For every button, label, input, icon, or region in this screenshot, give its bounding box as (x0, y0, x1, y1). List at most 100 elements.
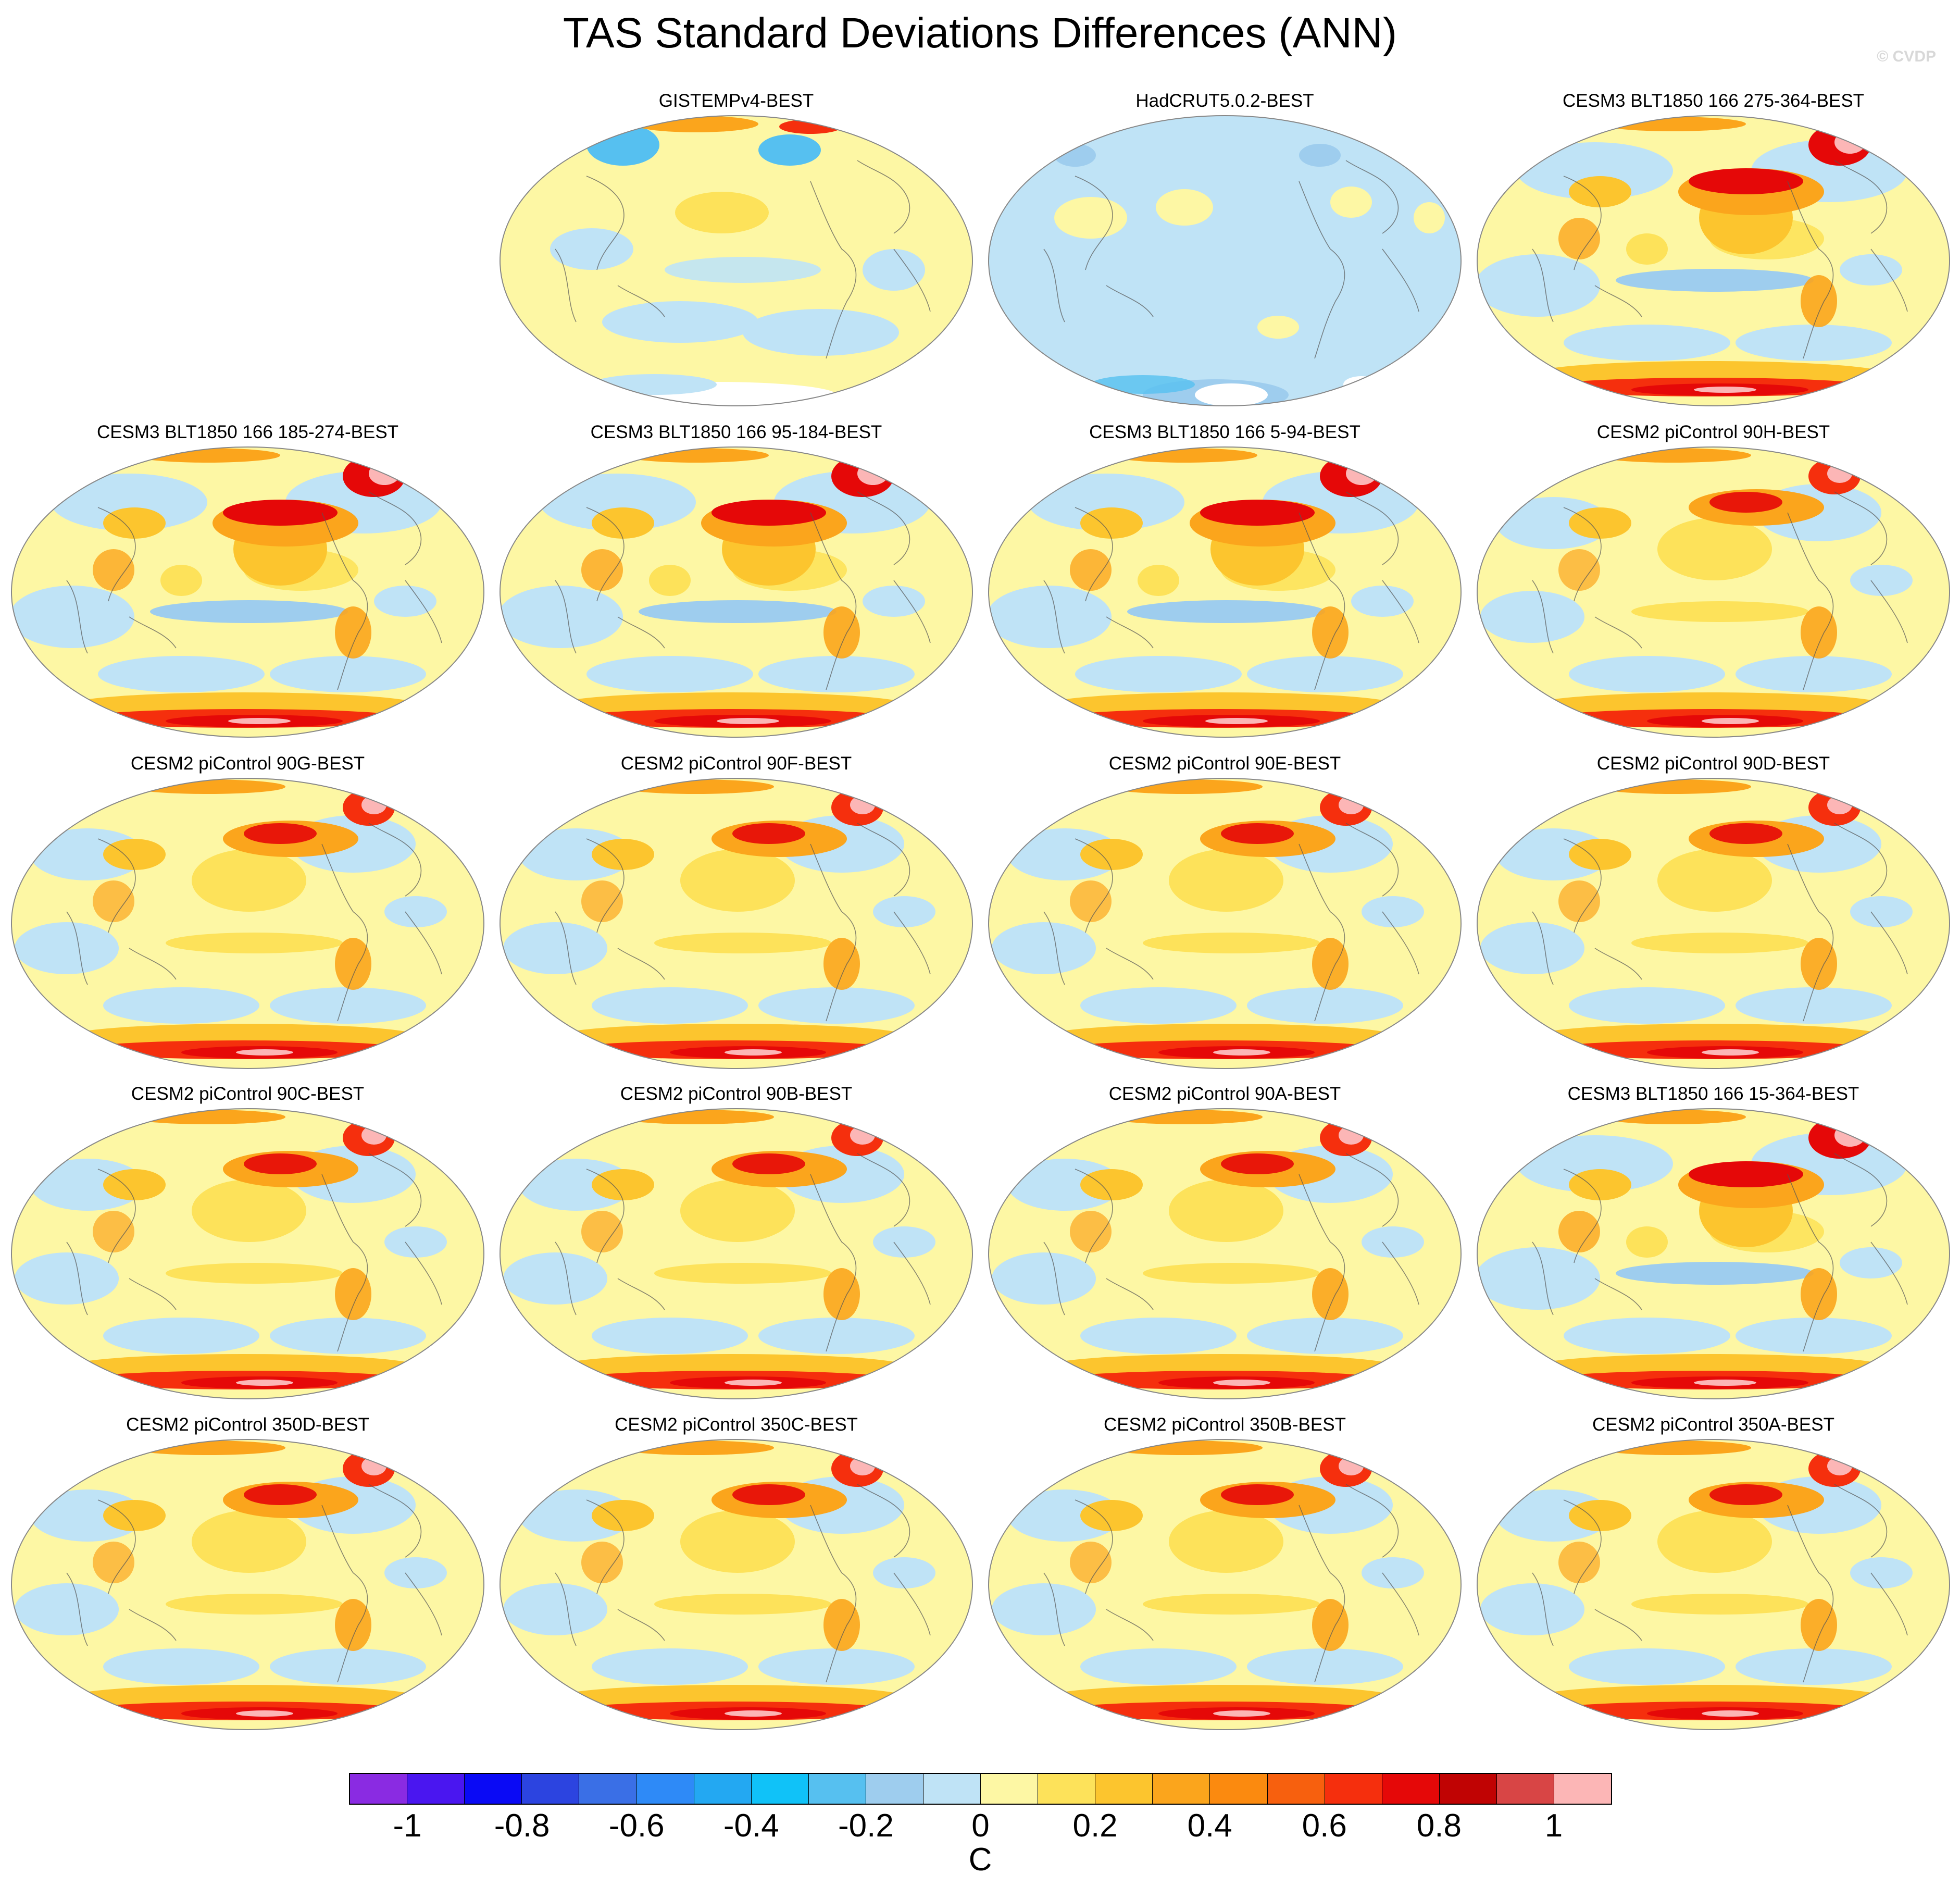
coastline (1834, 1484, 1888, 1558)
anomaly-contour (192, 1180, 306, 1242)
map-panel: CESM3 BLT1850 166 275-364-BEST (1475, 90, 1952, 410)
panel-title: HadCRUT5.0.2-BEST (1135, 91, 1314, 111)
anomaly-contour (1840, 254, 1902, 285)
robinson-map (1477, 1439, 1950, 1730)
anomaly-contour (93, 1211, 134, 1252)
panel-title: CESM2 piControl 90E-BEST (1108, 753, 1341, 774)
anomaly-contour (1075, 656, 1242, 692)
anomaly-contour (1007, 1159, 1122, 1211)
coastline (555, 911, 577, 985)
robinson-map (500, 446, 973, 738)
coastline (405, 911, 442, 975)
anomaly-contour (1840, 1247, 1902, 1278)
coastline (1382, 1242, 1419, 1305)
anomaly-contour (1007, 1489, 1122, 1542)
anomaly-contour (129, 1441, 285, 1455)
anomaly-contour (500, 586, 623, 648)
anomaly-contour (1850, 896, 1913, 927)
anomaly-contour (1070, 1542, 1112, 1583)
anomaly-contour (581, 880, 623, 922)
anomaly-contour (1080, 1169, 1143, 1200)
anomaly-contour (680, 849, 795, 912)
anomaly-contour (758, 1648, 915, 1685)
coastline (810, 1505, 857, 1683)
coastline (97, 1499, 136, 1594)
colorbar-swatch (350, 1774, 408, 1804)
anomaly-contour (1626, 233, 1668, 265)
anomaly-contour (1143, 1263, 1320, 1284)
anomaly-contour (166, 1594, 343, 1615)
coastline (321, 1505, 368, 1683)
anomaly-contour (1080, 1500, 1143, 1531)
anomaly-contour (1312, 1268, 1349, 1320)
coastline (129, 948, 177, 980)
anomaly-contour (1106, 1441, 1263, 1455)
field-layer (500, 1439, 972, 1730)
anomaly-contour (519, 1159, 633, 1211)
anomaly-contour (1221, 1153, 1294, 1174)
anomaly-contour (93, 880, 134, 922)
anomaly-contour (93, 549, 134, 591)
coastline (1563, 838, 1602, 933)
colorbar-swatch (981, 1774, 1039, 1804)
anomaly-contour (15, 1252, 119, 1305)
coastline (810, 512, 857, 690)
map-outline (500, 1108, 973, 1399)
map-outline (11, 778, 484, 1069)
anomaly-contour (1616, 269, 1814, 292)
anomaly-contour (1213, 1710, 1270, 1717)
anomaly-contour (103, 1169, 166, 1200)
anomaly-contour (592, 987, 748, 1024)
anomaly-contour (732, 1153, 805, 1174)
coastline (1043, 1572, 1065, 1646)
anomaly-contour (1564, 1318, 1730, 1354)
colorbar-swatch (465, 1774, 522, 1804)
field-layer (500, 778, 972, 1069)
anomaly-contour (166, 1263, 343, 1284)
coastline (97, 1169, 136, 1263)
anomaly-contour (1213, 1380, 1270, 1386)
anomaly-contour (51, 474, 207, 531)
map-outline (500, 778, 973, 1069)
colorbar-swatch (1325, 1774, 1382, 1804)
anomaly-contour (1702, 718, 1759, 724)
colorbar-swatch (1554, 1774, 1612, 1804)
anomaly-contour (129, 779, 285, 794)
coastline (1345, 1153, 1399, 1227)
panel-title: CESM2 piControl 90C-BEST (131, 1084, 365, 1104)
anomaly-contour (503, 1252, 607, 1305)
coastline (129, 1609, 177, 1641)
anomaly-contour (992, 922, 1096, 974)
anomaly-contour (725, 1049, 782, 1056)
anomaly-contour (1801, 938, 1837, 990)
colorbar-swatch (1038, 1774, 1096, 1804)
anomaly-contour (1736, 1318, 1892, 1354)
map-panel: CESM2 piControl 90G-BEST (9, 752, 486, 1073)
robinson-map (988, 115, 1462, 406)
map-panel: CESM2 piControl 90E-BEST (987, 752, 1463, 1073)
panel-title: CESM2 piControl 90B-BEST (620, 1084, 853, 1104)
anomaly-contour (1028, 474, 1184, 531)
panel-title: GISTEMPv4-BEST (658, 91, 814, 111)
colorbar-swatch (636, 1774, 694, 1804)
field-layer (1477, 778, 1950, 1069)
figure-title: TAS Standard Deviations Differences (ANN… (563, 9, 1397, 57)
coastline (1787, 1505, 1834, 1683)
anomaly-contour (1480, 922, 1584, 974)
anomaly-contour (1221, 823, 1294, 844)
coastline (129, 616, 177, 649)
panel-title: CESM2 piControl 90G-BEST (130, 753, 365, 774)
map-panel: HadCRUT5.0.2-BEST (987, 90, 1463, 410)
anomaly-contour (680, 1180, 795, 1242)
robinson-map (500, 778, 973, 1069)
robinson-map (11, 446, 484, 738)
robinson-map (11, 1439, 484, 1730)
field-layer (500, 116, 972, 406)
anomaly-contour (30, 1159, 145, 1211)
anomaly-contour (823, 1268, 860, 1320)
anomaly-contour (1127, 600, 1325, 623)
anomaly-contour (592, 1169, 654, 1200)
map-panel: CESM2 piControl 90C-BEST (9, 1083, 486, 1403)
anomaly-contour (725, 1710, 782, 1717)
coastline (810, 181, 857, 359)
